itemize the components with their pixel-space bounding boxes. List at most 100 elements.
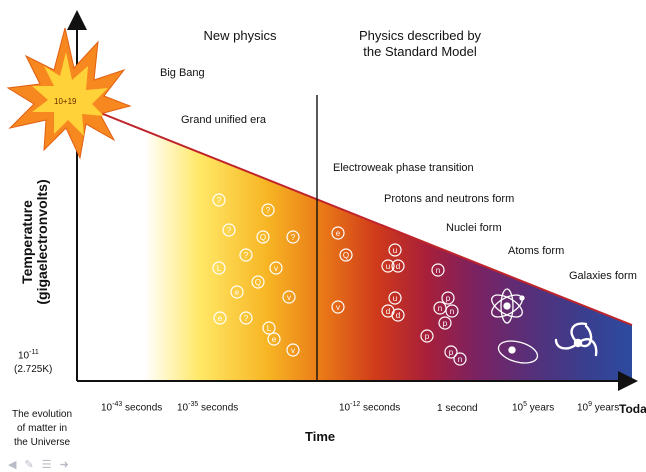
prev-icon[interactable]: ◀ <box>8 459 17 471</box>
early-particle-10-label: v <box>287 293 291 302</box>
early-particles: ???? Q? L v e v Q? Le e v <box>212 193 300 357</box>
early-particle-12-label: ? <box>244 314 249 323</box>
caption-line3: the Universe <box>13 437 71 448</box>
late-particle-12-label: n <box>438 304 442 313</box>
early-particle-7-circle <box>212 261 226 275</box>
label-big-bang: Big Bang <box>160 67 205 79</box>
late-particle-12-circle <box>433 301 447 315</box>
early-particle-11-circle <box>251 275 265 289</box>
late-particle-3-label: v <box>336 303 340 312</box>
x-tick-today: Toda <box>619 402 646 416</box>
late-particle-4-label: u <box>393 246 397 255</box>
early-particle-1-label: ? <box>217 196 222 205</box>
late-particle-10-circle <box>431 263 445 277</box>
late-particle-7-label: u <box>393 294 397 303</box>
slide-nav: ◀ ✎ ☰ ➜ <box>8 458 69 471</box>
late-particle-17-label: n <box>458 355 462 364</box>
late-particle-15-label: p <box>425 332 430 341</box>
late-particle-5-circle <box>381 259 395 273</box>
early-particle-10-circle <box>282 290 296 304</box>
header-standard-model-text: Physics described by the Standard Model <box>358 28 482 59</box>
early-particle-6-circle <box>239 248 253 262</box>
label-atoms: Atoms form <box>508 245 565 257</box>
late-particle-8-label: d <box>386 307 390 316</box>
early-particle-5-circle <box>256 230 270 244</box>
caption-line2: of matter in <box>17 423 68 434</box>
early-particle-12-circle <box>239 311 253 325</box>
caption-line1: The evolution <box>12 409 73 420</box>
x-tick-5: 105 years <box>512 401 555 414</box>
early-particle-4-label: ? <box>291 233 296 242</box>
x-tick-6: 109 years <box>577 401 620 414</box>
x-tick-1: 10-43 seconds <box>101 401 163 414</box>
late-particle-2-label: Q <box>343 251 349 260</box>
early-particle-15-label: e <box>272 335 277 344</box>
late-particle-5-label: u <box>386 262 390 271</box>
late-particle-9-circle <box>391 308 405 322</box>
early-particle-3-circle <box>222 223 236 237</box>
late-particle-6-circle <box>391 259 405 273</box>
late-particle-14-label: p <box>443 319 448 328</box>
menu-icon[interactable]: ☰ <box>41 459 52 471</box>
x-axis-label: Time <box>305 429 336 444</box>
early-particle-9-circle <box>230 285 244 299</box>
header-standard-model: Physics described by the Standard Model <box>355 28 485 60</box>
late-particle-1-label: e <box>336 229 341 238</box>
early-particle-16-circle <box>286 343 300 357</box>
early-particle-6-label: ? <box>244 251 249 260</box>
late-particle-15-circle <box>420 329 434 343</box>
caption: The evolution of matter in the Universe <box>12 408 72 450</box>
early-particle-4-circle <box>286 230 300 244</box>
early-particle-14-circle <box>213 311 227 325</box>
early-particle-11-label: Q <box>255 278 261 287</box>
late-particle-9-label: d <box>396 311 400 320</box>
temperature-line <box>77 103 633 326</box>
galaxy-icon <box>554 322 598 357</box>
label-protons-neutrons: Protons and neutrons form <box>384 193 515 205</box>
y-axis-label-line2: (gigaelectronvolts) <box>34 179 50 305</box>
early-particle-13-label: L <box>267 324 272 333</box>
early-particle-9-label: e <box>235 288 240 297</box>
early-particle-1-circle <box>212 193 226 207</box>
big-bang-temperature: 10+19 <box>54 97 76 106</box>
next-icon[interactable]: ➜ <box>59 459 69 471</box>
late-particle-4-circle <box>388 243 402 257</box>
late-particle-11-label: p <box>446 294 451 303</box>
late-particle-13-label: n <box>450 307 454 316</box>
atom-icon <box>491 288 525 324</box>
late-particle-6-label: d <box>396 262 400 271</box>
late-particle-1-circle <box>331 226 345 240</box>
early-particle-15-circle <box>267 332 281 346</box>
early-particle-2-label: ? <box>266 206 271 215</box>
big-bang-temperature-text: 10+19 <box>54 97 77 106</box>
big-bang-star-inner <box>32 52 108 136</box>
label-grand-unified: Grand unified era <box>181 114 266 126</box>
early-particle-8-label: v <box>274 264 278 273</box>
x-tick-2: 10-35 seconds <box>177 401 239 414</box>
early-particle-7-label: L <box>217 264 222 273</box>
edit-icon[interactable]: ✎ <box>24 459 34 471</box>
label-galaxies: Galaxies form <box>569 270 637 282</box>
temperature-wedge <box>78 104 632 381</box>
early-particle-5-label: Q <box>260 233 266 242</box>
label-nuclei: Nuclei form <box>446 222 502 234</box>
early-particle-3-label: ? <box>227 226 232 235</box>
late-particle-3-circle <box>331 300 345 314</box>
early-particle-8-circle <box>269 261 283 275</box>
y-axis-label: Temperature (gigaelectronvolts) <box>19 162 50 322</box>
y-axis-low-kelvin: (2.725K) <box>14 364 53 375</box>
late-particle-16-circle <box>444 345 458 359</box>
early-particle-14-label: e <box>218 314 223 323</box>
late-particle-11-circle <box>441 291 455 305</box>
early-particle-2-circle <box>261 203 275 217</box>
late-particle-17-circle <box>453 352 467 366</box>
x-tick-4: 1 second <box>437 403 478 414</box>
header-new-physics: New physics <box>190 28 290 43</box>
late-particle-13-circle <box>445 304 459 318</box>
early-particle-16-label: v <box>291 346 295 355</box>
orbit-icon <box>497 340 539 364</box>
early-particle-13-circle <box>262 321 276 335</box>
y-axis-low-value: 10-11 <box>18 349 39 362</box>
